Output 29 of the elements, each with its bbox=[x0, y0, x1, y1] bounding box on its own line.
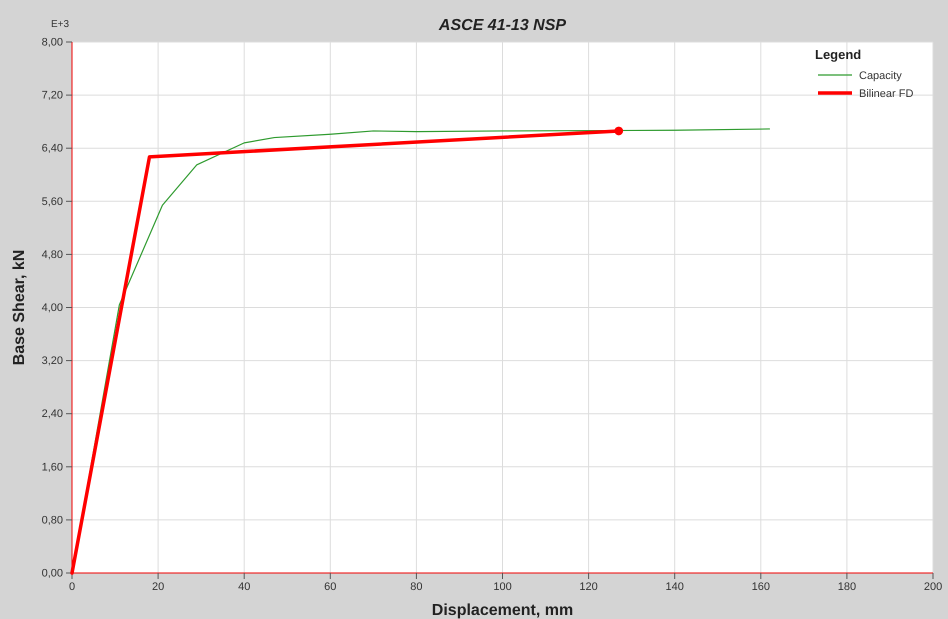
x-tick-label: 20 bbox=[152, 580, 164, 593]
y-tick-label: 7,20 bbox=[42, 90, 63, 102]
y-tick-label: 0,80 bbox=[42, 514, 63, 526]
x-tick-label: 200 bbox=[924, 580, 942, 593]
x-tick-label: 80 bbox=[410, 580, 423, 593]
x-tick-label: 100 bbox=[493, 580, 512, 593]
x-tick-label: 0 bbox=[68, 580, 76, 593]
y-tick-label: 1,60 bbox=[42, 461, 63, 474]
y-tick-label: 2,40 bbox=[42, 408, 63, 420]
x-tick-label: 160 bbox=[752, 580, 770, 593]
y-tick-label: 5,60 bbox=[42, 196, 63, 208]
x-tick-label: 40 bbox=[238, 580, 250, 593]
x-tick-label: 120 bbox=[579, 580, 598, 593]
y-tick-label: 4,80 bbox=[42, 248, 63, 261]
y-tick-label: 3,20 bbox=[42, 355, 63, 368]
text: E+3 bbox=[50, 19, 70, 30]
y-tick-label: 8,00 bbox=[42, 36, 63, 49]
x-tick-label: 140 bbox=[666, 580, 684, 593]
x-tick-label: 60 bbox=[324, 580, 336, 593]
legend-label: Bilinear FD bbox=[859, 88, 914, 100]
x-tick-label: 180 bbox=[838, 580, 856, 593]
y-tick-label: 4,00 bbox=[42, 302, 63, 314]
y-tick-label: 0,00 bbox=[42, 568, 63, 580]
x-axis-title: Displacement, mm bbox=[432, 602, 574, 619]
legend-label: Capacity bbox=[859, 70, 902, 82]
y-tick-label: 6,40 bbox=[42, 142, 63, 155]
y-axis-title: Base Shear, kN bbox=[11, 250, 28, 366]
chart-title: ASCE 41-13 NSP bbox=[438, 17, 566, 34]
legend-title: Legend bbox=[815, 47, 862, 62]
